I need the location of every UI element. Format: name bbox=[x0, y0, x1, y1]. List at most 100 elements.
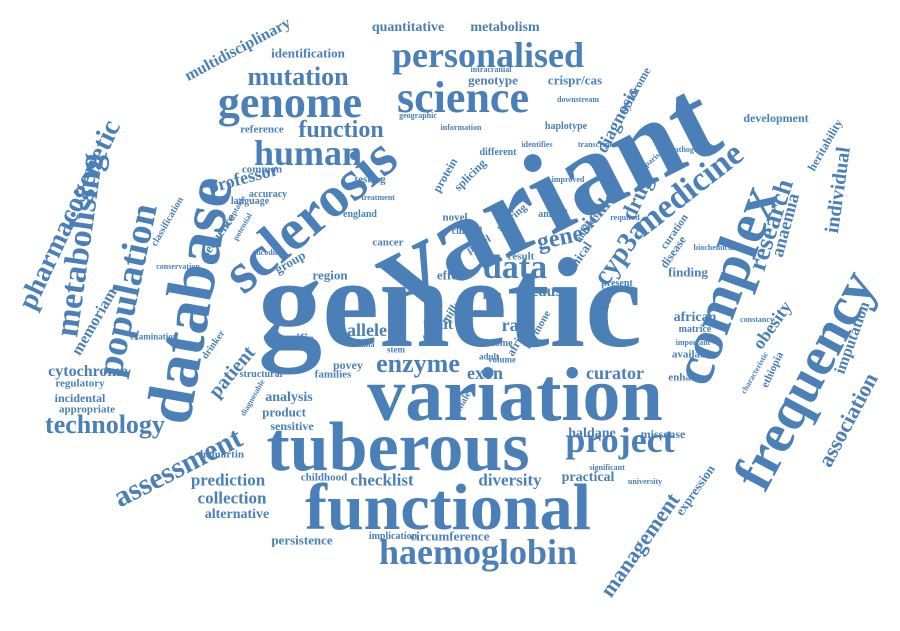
word: specific bbox=[272, 330, 314, 346]
word: identifies bbox=[521, 140, 553, 149]
word: mutation bbox=[247, 62, 349, 91]
word: metabolism bbox=[470, 20, 540, 35]
word: practical bbox=[561, 470, 615, 485]
word: alternative bbox=[204, 507, 270, 522]
word: variation bbox=[367, 353, 663, 437]
word: improved bbox=[551, 175, 585, 184]
word: stem bbox=[387, 344, 405, 355]
word: structural bbox=[239, 369, 283, 380]
word: product bbox=[262, 404, 306, 420]
word: african bbox=[673, 310, 717, 325]
word: language bbox=[230, 196, 270, 207]
word: development bbox=[743, 111, 809, 125]
word: encoding bbox=[252, 248, 284, 257]
word: function bbox=[298, 117, 384, 143]
word: childhood bbox=[300, 471, 348, 484]
word: collection bbox=[197, 488, 267, 508]
word: human bbox=[253, 133, 363, 173]
word: present bbox=[601, 278, 633, 289]
word: checklist bbox=[350, 470, 414, 490]
word: important bbox=[675, 338, 711, 347]
word: pathogenic bbox=[670, 145, 708, 154]
word: regulatory bbox=[55, 377, 105, 390]
word: enhancer bbox=[668, 371, 712, 384]
word: enzyme bbox=[376, 349, 460, 378]
word: downstream bbox=[556, 95, 600, 104]
word: identification bbox=[271, 45, 345, 61]
word: matrice bbox=[678, 324, 712, 335]
word: information bbox=[440, 123, 482, 132]
word: expression bbox=[672, 461, 718, 519]
word: allele bbox=[347, 320, 387, 340]
word: trait bbox=[422, 316, 454, 333]
word: povey bbox=[333, 358, 363, 372]
word: life bbox=[482, 288, 502, 303]
word: required bbox=[610, 213, 640, 222]
word: england bbox=[343, 209, 377, 220]
word: sensitive bbox=[270, 419, 314, 433]
word: finding bbox=[668, 264, 708, 280]
word: geographic bbox=[399, 111, 437, 120]
word: hamartin bbox=[200, 448, 244, 461]
word: genotype bbox=[468, 72, 518, 88]
word: analysis bbox=[265, 390, 313, 405]
word: project bbox=[565, 420, 675, 460]
word: region bbox=[312, 267, 348, 283]
word: incidental bbox=[54, 391, 106, 405]
word: genome bbox=[217, 78, 363, 127]
word: biochemical bbox=[693, 243, 735, 252]
word: personalised bbox=[391, 35, 585, 75]
word: genetic bbox=[258, 232, 642, 374]
word: different bbox=[479, 147, 517, 158]
word: data bbox=[482, 249, 548, 286]
word: tore bbox=[466, 306, 482, 317]
word: volume bbox=[488, 354, 516, 365]
word: missense bbox=[640, 427, 686, 441]
word: testing bbox=[354, 173, 386, 186]
word: significant bbox=[589, 463, 625, 472]
word: crispr/cas bbox=[547, 72, 603, 88]
word: constancy bbox=[740, 315, 774, 324]
word: result bbox=[507, 250, 535, 263]
word: adult bbox=[478, 351, 500, 362]
word: university bbox=[627, 477, 663, 486]
word: diversity bbox=[478, 470, 542, 490]
word: novel bbox=[442, 211, 468, 224]
word: curator bbox=[586, 363, 644, 383]
word: clinical bbox=[451, 226, 483, 237]
word: individual bbox=[821, 145, 855, 235]
word: cancer bbox=[372, 236, 404, 249]
word: functional bbox=[304, 471, 592, 544]
word: cytochrome bbox=[48, 363, 128, 380]
word: conservation bbox=[156, 262, 200, 271]
word: common bbox=[241, 163, 283, 176]
word: animal bbox=[538, 209, 568, 220]
word: reference bbox=[240, 123, 284, 136]
word: technology bbox=[45, 410, 165, 439]
word: persistence bbox=[271, 532, 333, 548]
word: haplotype bbox=[544, 121, 588, 132]
word: prediction bbox=[190, 470, 266, 490]
word: exome bbox=[485, 338, 513, 349]
word: anemia bbox=[349, 340, 375, 349]
word: haldane bbox=[568, 426, 616, 441]
word: quantitative bbox=[371, 20, 445, 35]
word: effect bbox=[436, 267, 468, 283]
word: exon bbox=[467, 363, 503, 383]
word: cause bbox=[531, 283, 569, 300]
word: treatment bbox=[361, 193, 395, 202]
word: families bbox=[314, 368, 352, 381]
word: implication bbox=[368, 531, 418, 542]
word: haemoglobin bbox=[378, 532, 578, 572]
word: transcript bbox=[577, 140, 613, 149]
word: appropriate bbox=[58, 403, 116, 416]
word: science bbox=[397, 73, 529, 122]
word: available bbox=[671, 348, 715, 361]
word: rare bbox=[501, 315, 535, 335]
word: tuberous bbox=[266, 409, 530, 486]
word: intracranial bbox=[470, 65, 512, 74]
word: management bbox=[594, 487, 685, 602]
word: circumference bbox=[410, 528, 490, 544]
word: accuracy bbox=[248, 189, 288, 200]
